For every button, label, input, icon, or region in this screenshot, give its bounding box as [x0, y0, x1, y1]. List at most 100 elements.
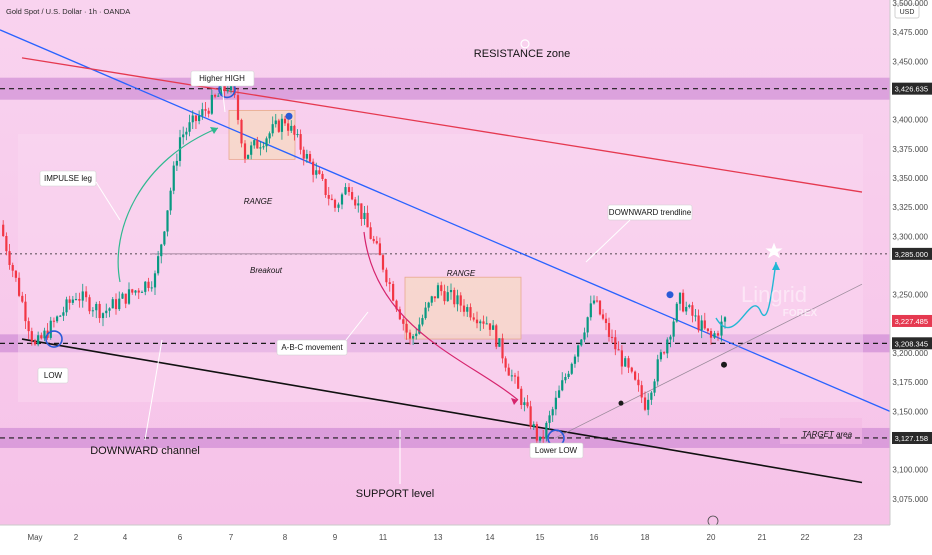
candle-body	[81, 291, 84, 301]
candle-body	[68, 299, 71, 303]
candle-body	[469, 307, 472, 318]
candle-body	[256, 140, 259, 149]
candle-body	[144, 281, 147, 292]
alert-icon	[520, 39, 530, 49]
candle-body	[253, 140, 256, 146]
candle-body	[360, 203, 363, 220]
candle-body	[194, 115, 198, 122]
x-tick-label: May	[27, 533, 42, 542]
candle-body	[453, 290, 456, 305]
candle-body	[71, 299, 74, 303]
candle-body	[62, 312, 65, 316]
candle-body	[324, 178, 327, 195]
candle-body	[513, 375, 517, 377]
candle-body	[598, 300, 602, 315]
price-label: 3,227.485	[895, 317, 928, 326]
low-label: LOW	[44, 371, 63, 380]
y-tick-label: 3,325.000	[892, 203, 928, 212]
y-tick-label: 3,400.000	[892, 116, 928, 125]
candle-body	[321, 173, 324, 179]
price-label-bg	[892, 431, 932, 444]
y-tick-label: 3,175.000	[892, 378, 928, 387]
low-box	[37, 367, 69, 384]
candle-body	[520, 388, 523, 405]
candle-body	[74, 298, 78, 300]
candle-body	[337, 204, 340, 208]
candle-body	[388, 282, 391, 284]
candle-body	[507, 367, 510, 376]
y-tick-label: 3,075.000	[892, 495, 928, 504]
candle-body	[17, 277, 21, 296]
candle-body	[40, 335, 43, 339]
candle-body	[669, 336, 672, 340]
swing-low-dot	[618, 400, 624, 406]
candle-body	[720, 321, 723, 336]
x-tick-label: 15	[536, 533, 545, 542]
candle-body	[213, 94, 217, 97]
candle-body	[436, 285, 440, 299]
candle-body	[369, 227, 372, 239]
candle-body	[482, 321, 485, 324]
candle-body	[308, 154, 312, 162]
candle-body	[691, 305, 694, 316]
impulse-leader	[95, 181, 121, 221]
candle-body	[604, 318, 608, 324]
eye-icon	[721, 361, 727, 368]
candle-body	[250, 145, 253, 155]
candle-body	[427, 302, 430, 308]
candle-body	[634, 371, 637, 380]
watermark-sub: FOREX	[783, 308, 818, 319]
candle-body	[685, 306, 688, 312]
price-label-bg	[892, 247, 932, 260]
trendline-leader	[585, 219, 631, 263]
candle-body	[259, 147, 262, 149]
candle-body	[650, 392, 653, 400]
candle-body	[415, 333, 418, 337]
x-tick-label: 11	[379, 533, 388, 542]
candle-body	[449, 290, 453, 293]
candle-body	[659, 352, 663, 360]
candle-body	[49, 320, 52, 338]
candle-body	[340, 194, 344, 205]
candle-body	[220, 85, 223, 96]
candle-body	[55, 316, 59, 322]
symbol-title: Gold Spot / U.S. Dollar · 1h · OANDA	[6, 7, 130, 16]
candle-body	[124, 293, 127, 304]
candle-body	[610, 336, 614, 338]
candle-body	[485, 323, 488, 325]
candle-body	[65, 299, 68, 313]
candle-body	[554, 397, 557, 410]
candle-body	[207, 110, 210, 114]
y-tick-label: 3,300.000	[892, 232, 928, 241]
candle-body	[30, 331, 33, 342]
x-tick-label: 4	[123, 533, 128, 542]
candle-body	[160, 244, 163, 257]
candle-body	[570, 363, 573, 374]
impulse-arrowhead	[210, 127, 218, 134]
candle-body	[682, 292, 685, 312]
candle-body	[43, 330, 46, 339]
currency-button[interactable]	[894, 3, 920, 19]
y-tick-label: 3,350.000	[892, 174, 928, 183]
candle-body	[198, 115, 201, 122]
candle-body	[385, 269, 388, 283]
candle-body	[327, 194, 330, 199]
candle-body	[589, 303, 592, 318]
resistance-label: RESISTANCE zone	[474, 48, 570, 60]
rising-support-line	[554, 283, 863, 439]
candle-body	[204, 109, 207, 111]
candle-body	[716, 333, 720, 336]
candle-body	[630, 367, 633, 372]
candle-body	[713, 333, 716, 338]
candle-body	[105, 310, 108, 314]
x-tick-label: 9	[333, 533, 338, 542]
candle-body	[430, 296, 433, 303]
candle-body	[271, 124, 274, 134]
candle-body	[443, 291, 446, 302]
candle-body	[624, 358, 627, 367]
price-label-bg	[892, 337, 932, 350]
price-label-bg	[892, 314, 932, 327]
candle-body	[557, 390, 561, 398]
candle-body	[647, 399, 650, 410]
